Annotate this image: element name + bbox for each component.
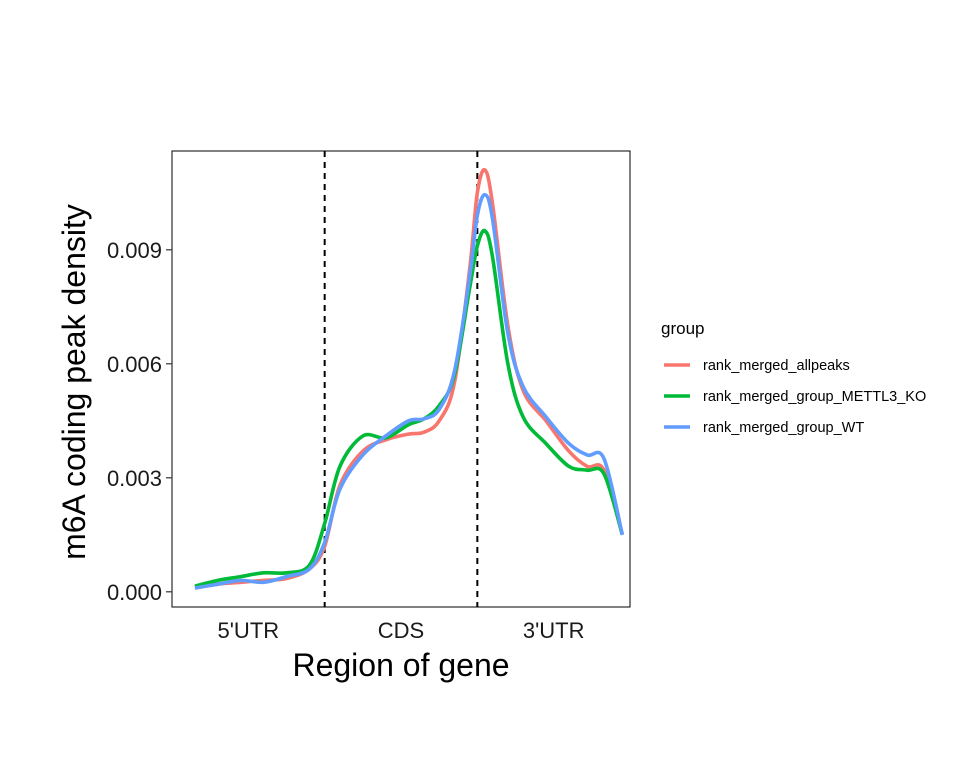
y-tick-label: 0.006 [107, 352, 162, 377]
y-tick-label: 0.003 [107, 466, 162, 491]
x-axis-title: Region of gene [292, 647, 509, 683]
plot-panel [171, 150, 631, 608]
series-line-3 [194, 192, 625, 590]
y-tick-label: 0.000 [107, 580, 162, 605]
x-region-label: 3'UTR [523, 618, 585, 643]
x-region-label: CDS [378, 618, 424, 643]
legend-label-1: rank_merged_allpeaks [703, 358, 850, 374]
legend: group rank_merged_allpeaks rank_merged_gr… [661, 319, 926, 436]
y-axis: 0.000 0.003 0.006 0.009 [107, 238, 172, 605]
y-axis-title: m6A coding peak density [56, 204, 92, 560]
region-boundaries [323, 151, 479, 607]
legend-label-3: rank_merged_group_WT [703, 420, 864, 436]
series-line-1 [194, 167, 625, 590]
x-axis: 5'UTR CDS 3'UTR [218, 618, 585, 643]
legend-label-2: rank_merged_group_METTL3_KO [703, 389, 926, 405]
legend-title: group [661, 319, 704, 338]
x-region-label: 5'UTR [218, 618, 280, 643]
series-lines [194, 167, 625, 590]
y-tick-label: 0.009 [107, 238, 162, 263]
